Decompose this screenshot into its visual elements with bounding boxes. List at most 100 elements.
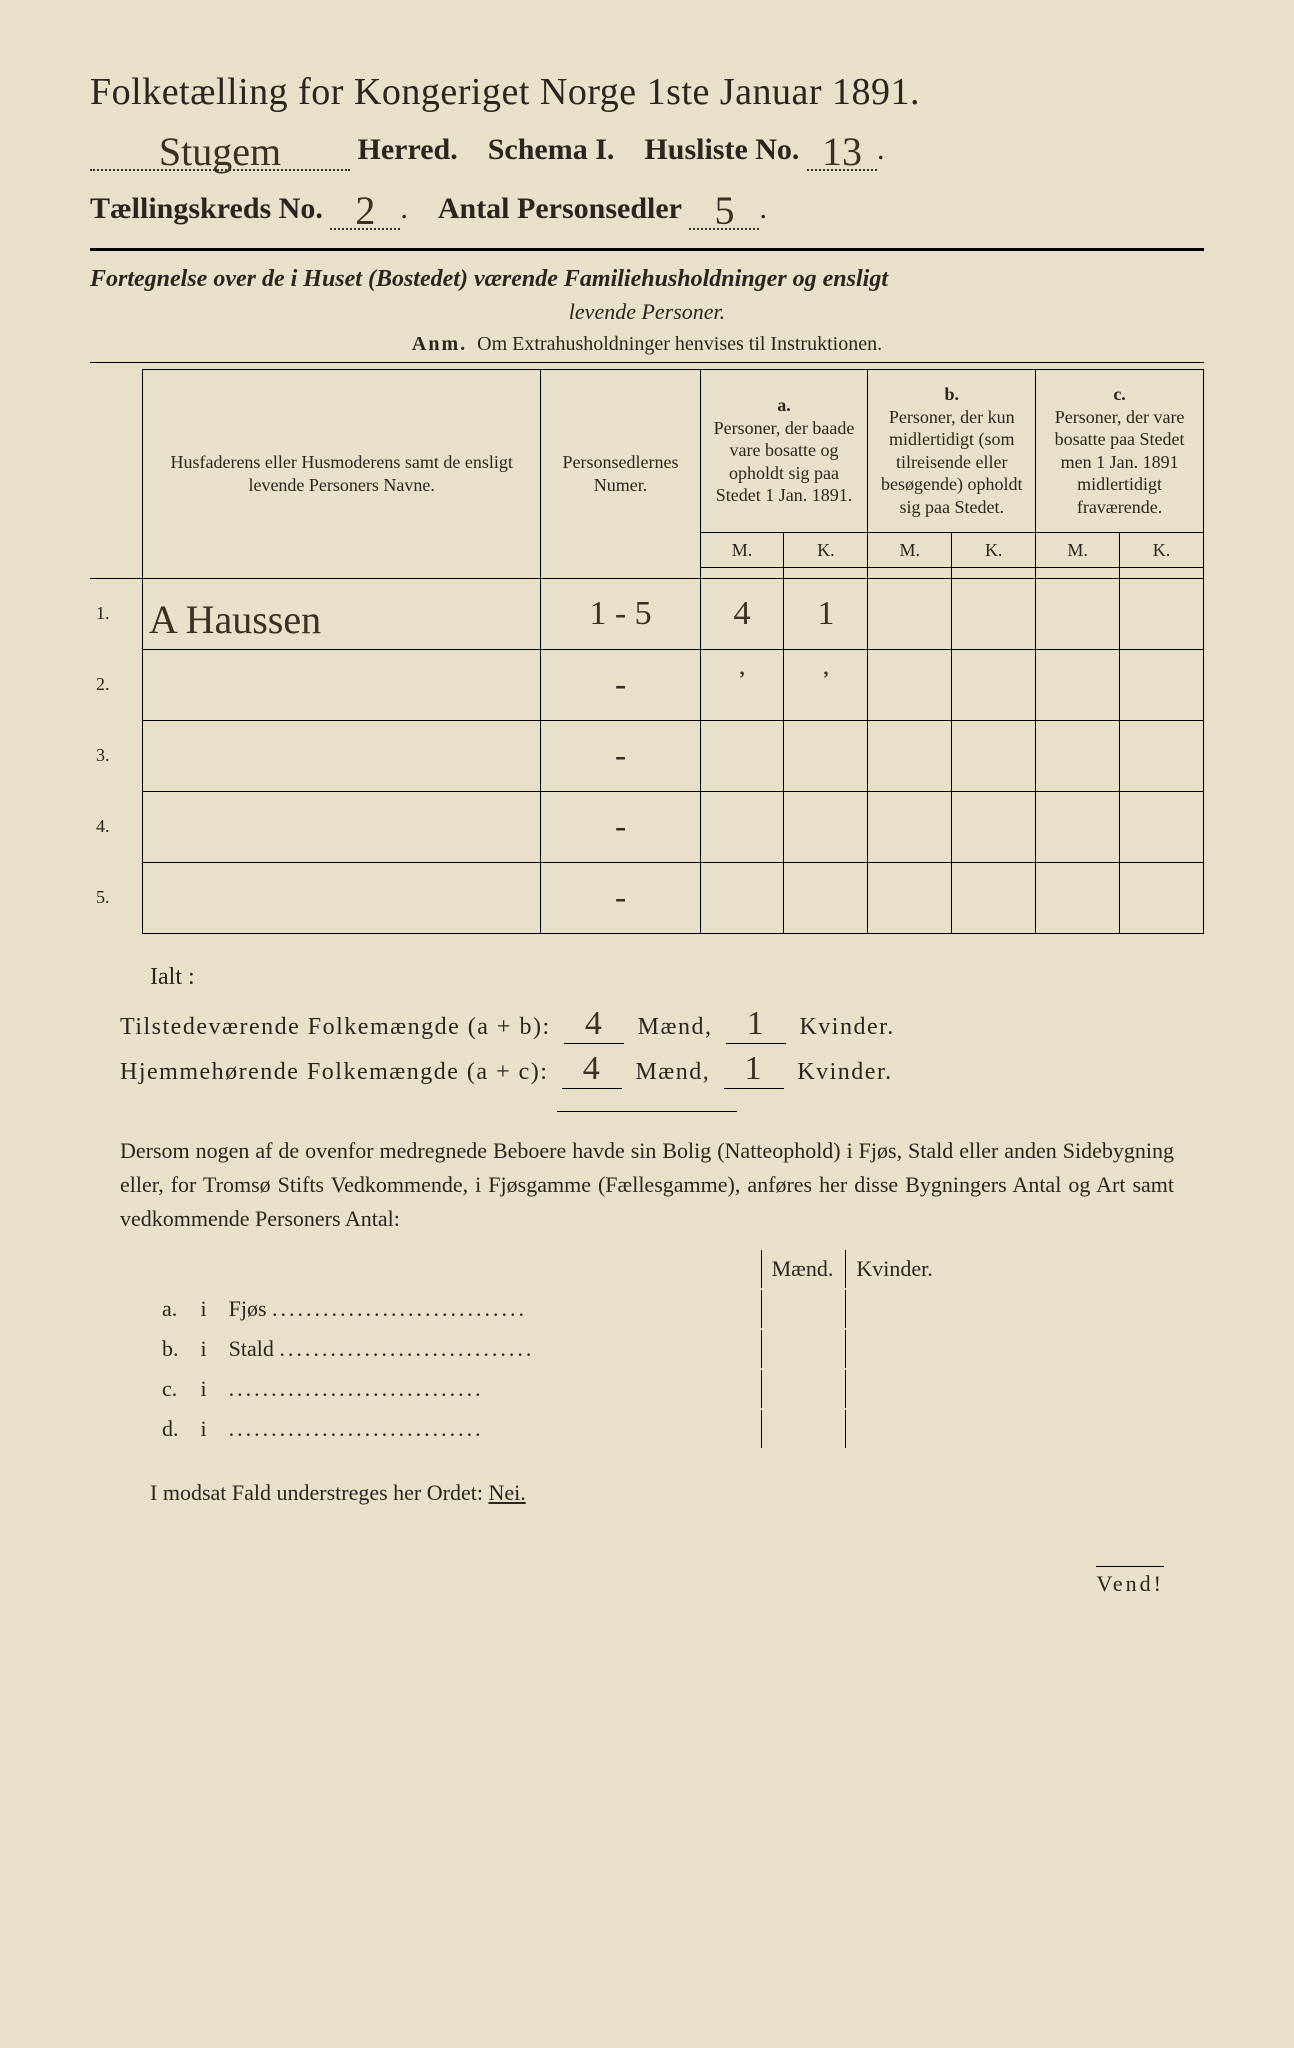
household-table: Husfaderens eller Husmoderens samt de en… bbox=[90, 369, 1204, 934]
bm-cell bbox=[868, 791, 952, 862]
vend-label: Vend! bbox=[1096, 1566, 1164, 1597]
sum2-k: 1 bbox=[724, 1050, 784, 1089]
name-cell bbox=[142, 720, 541, 791]
side-table: Mænd. Kvinder. a.iFjøs .................… bbox=[150, 1248, 945, 1450]
kreds-field: 2 bbox=[330, 181, 400, 230]
side-m bbox=[761, 1370, 844, 1408]
section-title-2: levende Personer. bbox=[90, 299, 1204, 325]
bk-cell bbox=[952, 720, 1036, 791]
col-a-head: a.Personer, der baade vare bosatte og op… bbox=[700, 369, 868, 532]
nei: Nei. bbox=[488, 1480, 525, 1505]
blank bbox=[868, 568, 952, 578]
numer-cell: - bbox=[541, 649, 700, 720]
bm-cell bbox=[868, 862, 952, 933]
table-row: 4.- bbox=[90, 791, 1204, 862]
side-label: Fjøs .............................. bbox=[219, 1290, 759, 1328]
blank bbox=[952, 568, 1036, 578]
bk-cell bbox=[952, 791, 1036, 862]
ck-cell bbox=[1120, 578, 1204, 649]
sum2-m: 4 bbox=[562, 1050, 622, 1089]
bk-cell bbox=[952, 578, 1036, 649]
side-k bbox=[845, 1370, 942, 1408]
herred-label: Herred. bbox=[358, 133, 458, 166]
bk-cell bbox=[952, 649, 1036, 720]
row-number: 1. bbox=[90, 578, 142, 649]
ck-cell bbox=[1120, 791, 1204, 862]
kvinder-2: Kvinder. bbox=[797, 1059, 892, 1085]
side-i: i bbox=[191, 1370, 217, 1408]
side-key: a. bbox=[152, 1290, 189, 1328]
ck-cell bbox=[1120, 720, 1204, 791]
herred-value: Stugem bbox=[159, 129, 281, 174]
b-m: M. bbox=[868, 532, 952, 568]
table-head: Husfaderens eller Husmoderens samt de en… bbox=[90, 369, 1204, 578]
row-number: 2. bbox=[90, 649, 142, 720]
form-inner: Folketælling for Kongeriget Norge 1ste J… bbox=[50, 40, 1244, 1526]
bk-cell bbox=[952, 862, 1036, 933]
am-cell bbox=[700, 720, 784, 791]
col-numer: Personsedlernes Numer. bbox=[541, 369, 700, 578]
side-m bbox=[761, 1330, 844, 1368]
bottom-line: I modsat Fald understreges her Ordet: Ne… bbox=[150, 1480, 1174, 1506]
kreds-line: Tællingskreds No. 2. Antal Personsedler … bbox=[90, 181, 1204, 230]
anm-text: Om Extrahusholdninger henvises til Instr… bbox=[477, 333, 882, 355]
census-form-page: Folketælling for Kongeriget Norge 1ste J… bbox=[0, 0, 1294, 2048]
blank bbox=[1036, 568, 1120, 578]
side-m bbox=[761, 1410, 844, 1448]
c-k: K. bbox=[1120, 532, 1204, 568]
name-cell bbox=[142, 791, 541, 862]
col-b-head: b.Personer, der kun midlertidigt (som ti… bbox=[868, 369, 1036, 532]
blank bbox=[1120, 568, 1204, 578]
a-k: K. bbox=[784, 532, 868, 568]
cm-cell bbox=[1036, 649, 1120, 720]
side-k bbox=[845, 1290, 942, 1328]
bm-cell bbox=[868, 720, 952, 791]
antal-label: Antal Personsedler bbox=[438, 192, 682, 225]
side-row: c.i.............................. bbox=[152, 1370, 943, 1408]
summary-1: Tilstedeværende Folkemængde (a + b): 4 M… bbox=[120, 1005, 1204, 1044]
ak-cell: ᾽ bbox=[784, 649, 868, 720]
kreds-label: Tællingskreds No. bbox=[90, 192, 323, 225]
side-row: a.iFjøs .............................. bbox=[152, 1290, 943, 1328]
bm-cell bbox=[868, 578, 952, 649]
name-cell bbox=[142, 649, 541, 720]
side-label: Stald .............................. bbox=[219, 1330, 759, 1368]
blank bbox=[700, 568, 784, 578]
husliste-field: 13 bbox=[807, 122, 877, 171]
sum1-label: Tilstedeværende Folkemængde (a + b): bbox=[120, 1014, 551, 1040]
numer-cell: - bbox=[541, 791, 700, 862]
col-c-head: c.Personer, der vare bosatte paa Stedet … bbox=[1036, 369, 1204, 532]
herred-line: Stugem Herred. Schema I. Husliste No. 13… bbox=[90, 122, 1204, 171]
am-cell bbox=[700, 791, 784, 862]
c-m: M. bbox=[1036, 532, 1120, 568]
paragraph: Dersom nogen af de ovenfor medregnede Be… bbox=[120, 1134, 1174, 1236]
side-label: .............................. bbox=[219, 1370, 759, 1408]
ak-cell bbox=[784, 791, 868, 862]
sum2-label: Hjemmehørende Folkemængde (a + c): bbox=[120, 1059, 548, 1085]
b-k: K. bbox=[952, 532, 1036, 568]
maend-2: Mænd, bbox=[635, 1059, 710, 1085]
side-i: i bbox=[191, 1330, 217, 1368]
schema-label: Schema I. bbox=[488, 133, 615, 166]
anm-label: Anm. bbox=[412, 333, 467, 355]
summary-2: Hjemmehørende Folkemængde (a + c): 4 Mæn… bbox=[120, 1050, 1204, 1089]
side-k bbox=[845, 1410, 942, 1448]
cm-cell bbox=[1036, 578, 1120, 649]
side-key: d. bbox=[152, 1410, 189, 1448]
table-row: 3.- bbox=[90, 720, 1204, 791]
cm-cell bbox=[1036, 862, 1120, 933]
antal-value: 5 bbox=[714, 188, 734, 233]
am-cell: 4 bbox=[700, 578, 784, 649]
row-number: 5. bbox=[90, 862, 142, 933]
numer-cell: - bbox=[541, 862, 700, 933]
ialt-label: Ialt : bbox=[150, 964, 1204, 991]
kreds-value: 2 bbox=[355, 188, 375, 233]
cm-cell bbox=[1036, 791, 1120, 862]
maend-1: Mænd, bbox=[638, 1014, 713, 1040]
blank bbox=[784, 568, 868, 578]
cm-cell bbox=[1036, 720, 1120, 791]
bottom-text: I modsat Fald understreges her Ordet: bbox=[150, 1480, 483, 1505]
table-row: 5. - bbox=[90, 862, 1204, 933]
husliste-label: Husliste No. bbox=[644, 133, 799, 166]
side-k bbox=[845, 1330, 942, 1368]
